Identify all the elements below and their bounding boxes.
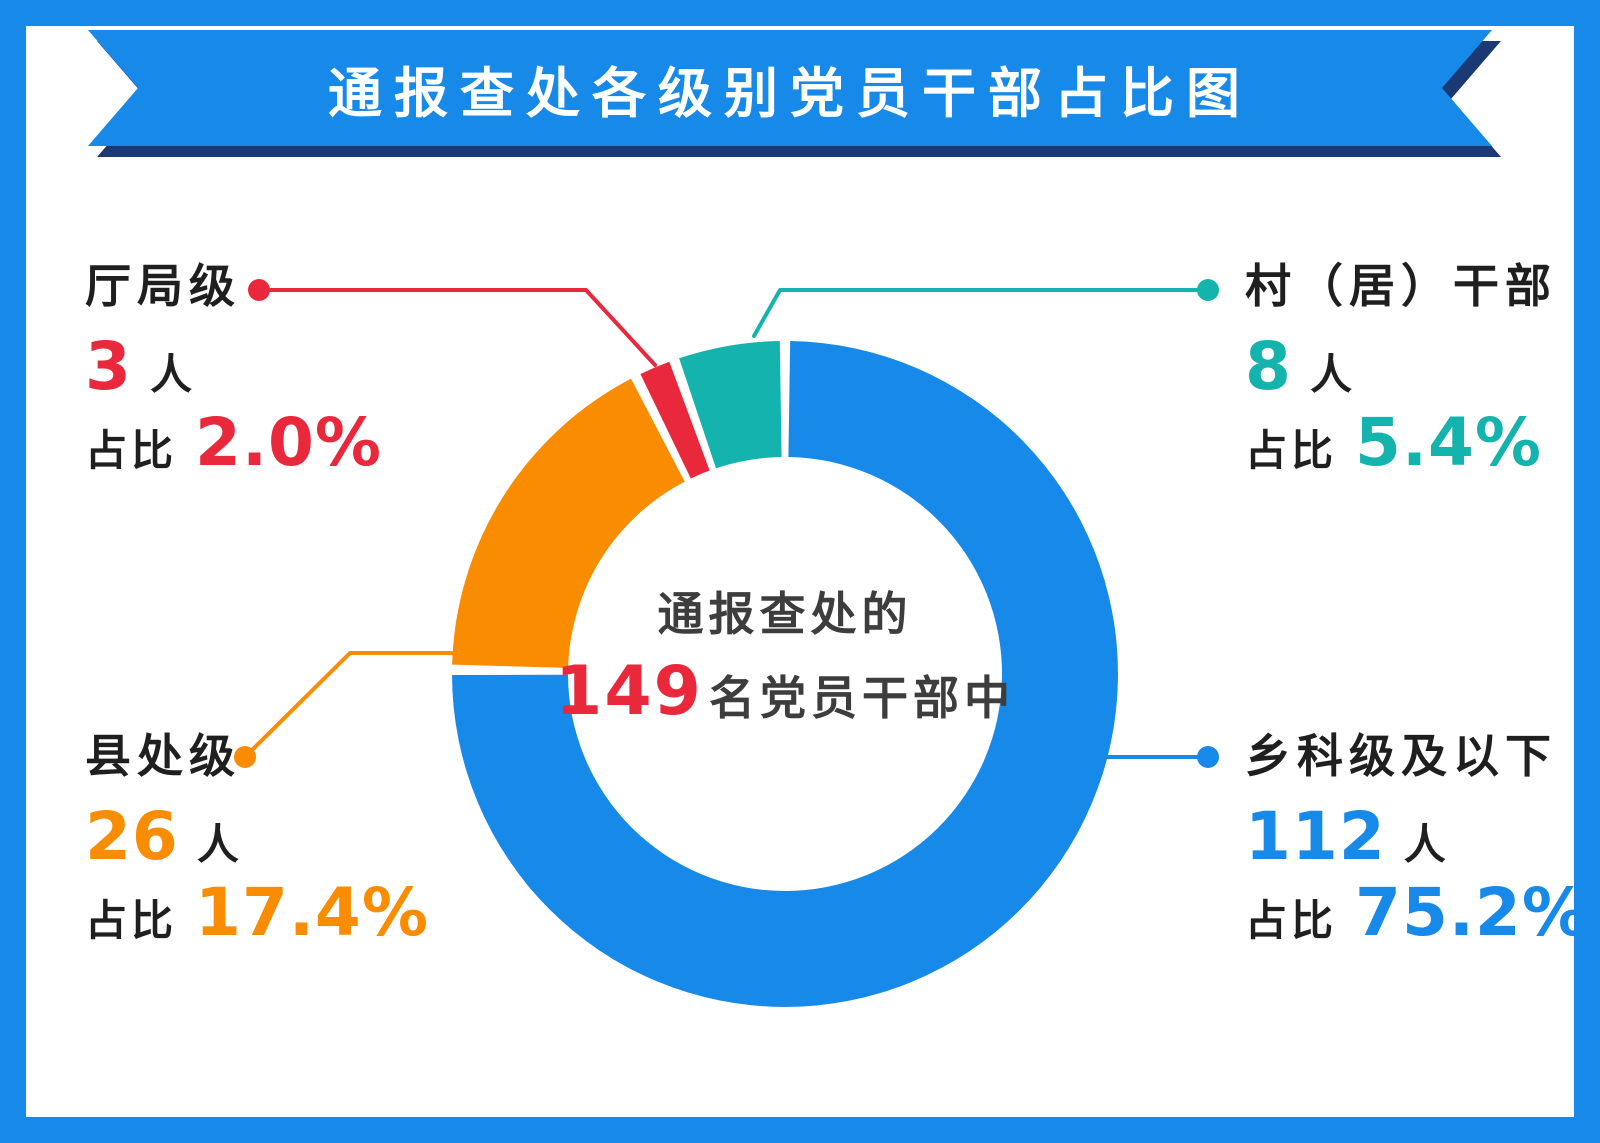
percent-row: 占比 17.4%: [85, 878, 429, 948]
center-label-rest: 名党员干部中: [708, 671, 1015, 725]
count-row: 26 人: [85, 802, 429, 872]
count-unit: 人: [149, 350, 196, 399]
slice-label: 县处级: [85, 729, 241, 783]
count-unit: 人: [1403, 820, 1450, 869]
count-row: 8 人: [1245, 332, 1557, 402]
slice-count: 112: [1245, 798, 1386, 875]
callout-dot-3: [1197, 279, 1219, 301]
count-unit: 人: [196, 820, 243, 869]
center-label-line2: 149 名党员干部中: [555, 652, 1015, 731]
callout-line-1: [243, 651, 454, 759]
percent-row: 占比 2.0%: [85, 408, 382, 478]
donut-slice-0: [452, 341, 1118, 1007]
callout-dot-0: [1197, 746, 1219, 768]
ratio-prefix: 占比: [1245, 426, 1338, 475]
callout-dot-1: [234, 746, 256, 768]
percent-row: 占比 5.4%: [1245, 408, 1557, 478]
callout-xiangkeji: 乡科级及以下 112 人 占比 75.2%: [1245, 720, 1589, 948]
slice-percent: 5.4%: [1355, 404, 1543, 481]
slice-percent: 2.0%: [195, 404, 383, 481]
callout-cunju-ganbu: 村（居）干部 8 人 占比 5.4%: [1245, 250, 1557, 478]
donut-slice-1: [452, 378, 685, 668]
donut-center-label: 通报查处的 149 名党员干部中: [555, 578, 1015, 731]
slice-count: 3: [85, 328, 132, 405]
slice-label: 乡科级及以下: [1245, 729, 1557, 783]
donut-slice-2: [640, 361, 710, 479]
donut-slice-3: [679, 341, 782, 469]
count-row: 112 人: [1245, 802, 1589, 872]
slice-label: 厅局级: [85, 259, 241, 313]
count-unit: 人: [1309, 350, 1356, 399]
percent-row: 占比 75.2%: [1245, 878, 1589, 948]
count-row: 3 人: [85, 332, 382, 402]
slice-count: 8: [1245, 328, 1292, 405]
ratio-prefix: 占比: [85, 896, 178, 945]
slice-count: 26: [85, 798, 179, 875]
callout-line-3: [752, 288, 1210, 338]
callout-dot-2: [248, 279, 270, 301]
callout-tingjuji: 厅局级 3 人 占比 2.0%: [85, 250, 382, 478]
title-ribbon: 通报查处各级别党员干部占比图: [88, 30, 1492, 146]
ratio-prefix: 占比: [85, 426, 178, 475]
ratio-prefix: 占比: [1245, 896, 1338, 945]
slice-label: 村（居）干部: [1245, 259, 1557, 313]
callout-line-2: [257, 288, 657, 367]
slice-percent: 75.2%: [1355, 874, 1589, 951]
title-banner: 通报查处各级别党员干部占比图: [88, 30, 1492, 146]
center-label-line1: 通报查处的: [657, 587, 913, 641]
page-title: 通报查处各级别党员干部占比图: [328, 61, 1252, 125]
total-count: 149: [555, 652, 703, 731]
slice-percent: 17.4%: [195, 874, 429, 951]
callout-xianchuji: 县处级 26 人 占比 17.4%: [85, 720, 429, 948]
